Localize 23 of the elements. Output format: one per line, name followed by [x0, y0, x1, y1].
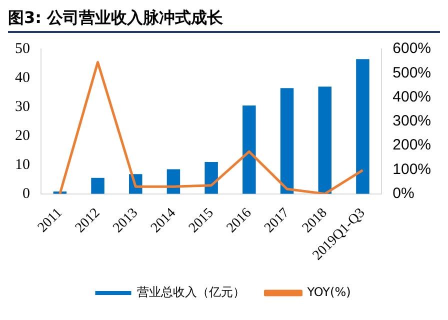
- x-tick-label: 2011: [35, 206, 66, 236]
- y-tick-label: 40: [15, 70, 30, 86]
- y2-tick-label: 200%: [392, 136, 432, 154]
- y-tick-label: 20: [15, 128, 30, 144]
- bar: [204, 162, 218, 194]
- y-tick-label: 0: [22, 186, 30, 202]
- bar: [356, 59, 370, 194]
- y2-tick-label: 300%: [392, 112, 432, 130]
- legend-label: YOY(%): [306, 285, 351, 300]
- y-tick-label: 10: [15, 156, 30, 173]
- bar: [91, 178, 104, 194]
- y-tick-label: 30: [15, 98, 30, 115]
- chart-title: 图3: 公司营业收入脉冲式成长: [8, 8, 440, 33]
- y2-tick-label: 600%: [392, 40, 432, 58]
- y-tick-label: 50: [15, 40, 30, 57]
- legend-label: 营业总收入（亿元）: [137, 285, 246, 300]
- y2-tick-label: 400%: [392, 88, 432, 106]
- bar: [318, 86, 332, 194]
- y2-tick-label: 500%: [392, 64, 432, 82]
- y2-tick-label: 0%: [392, 184, 414, 202]
- bar: [242, 105, 256, 194]
- bar: [280, 88, 294, 194]
- y2-tick-label: 100%: [392, 160, 432, 178]
